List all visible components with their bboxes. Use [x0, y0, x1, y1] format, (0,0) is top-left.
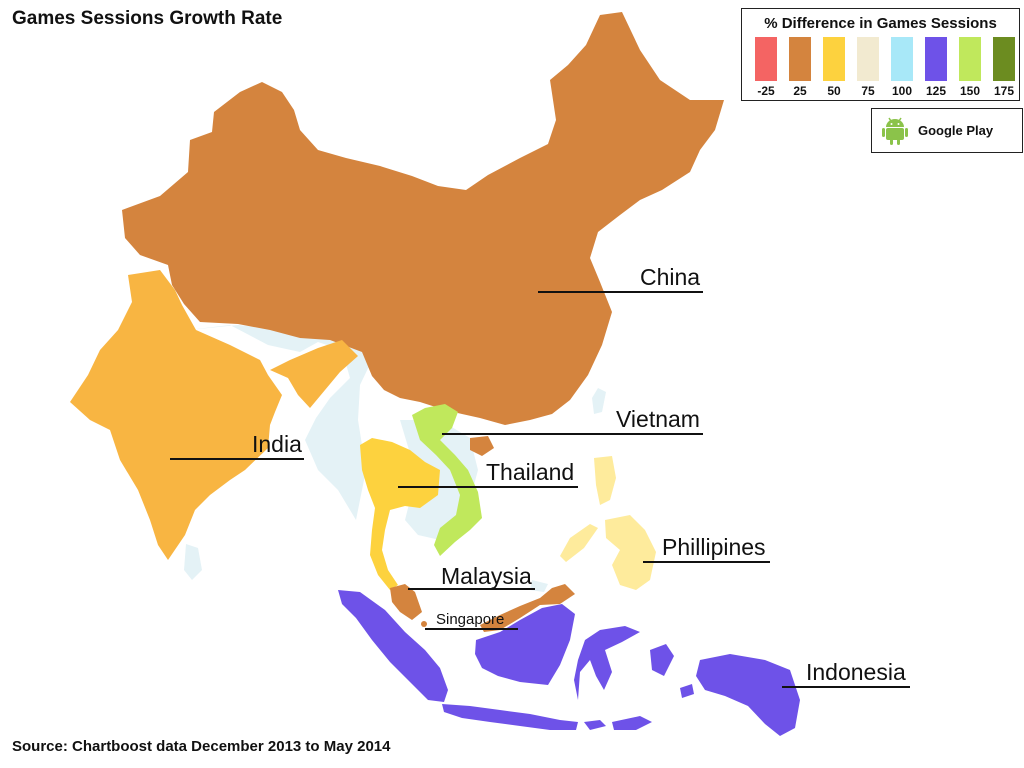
- legend-label: 175: [993, 84, 1015, 98]
- legend-label: 50: [827, 84, 841, 98]
- legend-swatch: [857, 37, 879, 81]
- legend-swatch: [823, 37, 845, 81]
- legend-label: -25: [757, 84, 775, 98]
- region-vietnam: [412, 404, 482, 556]
- label-indonesia: Indonesia: [806, 659, 906, 685]
- legend: % Difference in Games Sessions -25 25 50…: [741, 8, 1020, 101]
- region-no-data: [530, 580, 548, 592]
- region-no-data: [184, 544, 202, 580]
- legend-title: % Difference in Games Sessions: [764, 15, 997, 32]
- region-philippines: [594, 456, 616, 505]
- label-china: China: [640, 264, 700, 290]
- region-indonesia-papua: [696, 654, 800, 736]
- region-singapore: [421, 621, 427, 627]
- region-malaysia-peninsula: [390, 584, 422, 620]
- legend-swatch: [993, 37, 1015, 81]
- legend-label: 150: [959, 84, 981, 98]
- platform-badge: Google Play: [871, 108, 1023, 153]
- label-vietnam: Vietnam: [616, 406, 700, 432]
- region-indonesia-maluku: [650, 644, 674, 676]
- region-indonesia-timor: [612, 716, 652, 730]
- legend-label: 100: [891, 84, 913, 98]
- region-indonesia-sulawesi: [574, 626, 640, 700]
- legend-swatch: [959, 37, 981, 81]
- label-malaysia: Malaysia: [441, 563, 532, 589]
- region-china: [122, 12, 724, 425]
- legend-label: 125: [925, 84, 947, 98]
- platform-label: Google Play: [918, 123, 994, 138]
- region-indonesia-kalimantan: [475, 604, 575, 685]
- legend-label: 75: [861, 84, 875, 98]
- label-india: India: [252, 431, 302, 457]
- legend-swatch: [891, 37, 913, 81]
- region-no-data: [188, 325, 372, 520]
- region-indonesia-bali: [584, 720, 606, 730]
- region-india-northeast: [270, 340, 358, 408]
- legend-swatch: [925, 37, 947, 81]
- legend-swatch: [755, 37, 777, 81]
- region-no-data: [592, 388, 606, 414]
- region-china-hainan: [470, 436, 494, 456]
- android-icon: [882, 117, 908, 145]
- region-indonesia-sumatra: [338, 590, 448, 702]
- label-singapore: Singapore: [436, 611, 504, 628]
- region-indonesia-aru: [680, 684, 694, 698]
- region-malaysia-borneo: [480, 584, 575, 632]
- region-india: [70, 270, 282, 560]
- region-indonesia-java: [442, 704, 578, 730]
- region-thailand: [360, 438, 440, 590]
- region-philippines-islands: [560, 524, 598, 562]
- region-philippines-south: [605, 515, 656, 590]
- source-note: Source: Chartboost data December 2013 to…: [12, 738, 391, 755]
- map-title: Games Sessions Growth Rate: [12, 8, 283, 29]
- legend-swatch: [789, 37, 811, 81]
- legend-label: 25: [793, 84, 807, 98]
- label-phillipines: Phillipines: [662, 534, 766, 560]
- label-thailand: Thailand: [486, 459, 574, 485]
